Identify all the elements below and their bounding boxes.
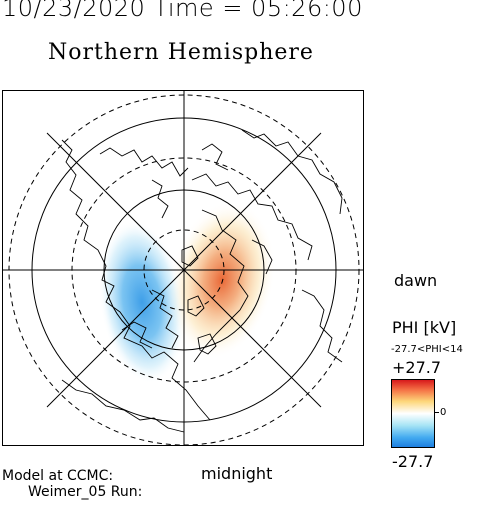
colorbar-range: -27.7<PHI<14	[391, 344, 463, 355]
colorbar-zero-tick	[435, 412, 439, 413]
model-credit-line1: Model at CCMC:	[2, 468, 114, 484]
dawn-label: dawn	[394, 271, 438, 290]
midnight-label: midnight	[201, 464, 273, 483]
polar-map	[2, 90, 364, 446]
coastlines	[61, 129, 343, 433]
timestamp-title: 10/23/2020 Time = 05:26:00	[2, 0, 363, 22]
colorbar-title: PHI [kV]	[392, 318, 457, 337]
positive-potential-cell	[168, 201, 276, 359]
colorbar-max-label: +27.7	[392, 358, 442, 377]
colorbar-min-label: -27.7	[392, 452, 434, 471]
model-credit-line2: Weimer_05 Run:	[28, 484, 143, 500]
colorbar-zero-label: 0	[440, 407, 447, 418]
negative-potential-cell	[98, 220, 186, 384]
hemisphere-title: Northern Hemisphere	[48, 40, 314, 65]
meridian-diagonal-2	[46, 132, 322, 408]
colorbar	[391, 379, 435, 448]
